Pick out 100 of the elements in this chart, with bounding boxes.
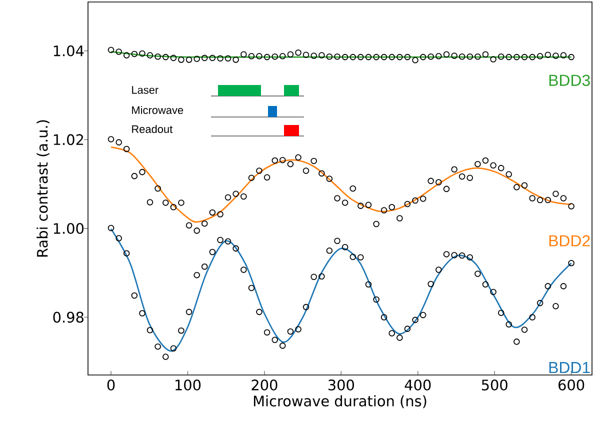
annotation: Laser (132, 86, 158, 94)
point (544, 283, 552, 290)
point (209, 54, 216, 62)
point (428, 178, 434, 184)
point (318, 273, 325, 280)
point (443, 251, 450, 258)
point (466, 174, 474, 181)
point (232, 190, 239, 197)
point (458, 252, 466, 259)
point (232, 245, 239, 252)
point (552, 190, 559, 197)
point (139, 50, 146, 57)
point (396, 334, 403, 341)
point (365, 202, 372, 208)
point (474, 270, 481, 277)
point (560, 52, 567, 58)
point (334, 53, 340, 60)
point (334, 238, 340, 244)
point (420, 312, 426, 318)
point (358, 254, 364, 260)
point (217, 211, 224, 218)
point (279, 342, 286, 349)
point (154, 53, 161, 60)
point (279, 53, 286, 60)
point (194, 56, 200, 62)
point (123, 146, 130, 152)
point (116, 139, 122, 146)
point (514, 54, 520, 60)
point (209, 248, 216, 256)
point (154, 185, 161, 192)
point (536, 196, 544, 204)
point (428, 53, 434, 60)
point (521, 54, 528, 60)
point (272, 157, 278, 164)
point (420, 196, 426, 202)
point (139, 168, 146, 176)
point (365, 281, 372, 288)
point (350, 254, 356, 260)
point (224, 238, 232, 244)
point (295, 154, 302, 161)
x-tick-label: 400 (404, 380, 431, 390)
y-tick-label: 1.04 (54, 45, 84, 56)
point (302, 304, 310, 310)
point (209, 209, 216, 216)
point (521, 182, 528, 189)
point (490, 288, 496, 296)
point (310, 158, 317, 164)
point (436, 266, 442, 273)
point (302, 168, 310, 174)
point (474, 160, 481, 168)
point (466, 53, 474, 60)
point (388, 330, 396, 336)
point (334, 195, 340, 202)
point (536, 300, 544, 306)
point (248, 284, 255, 292)
point (108, 224, 114, 232)
point (201, 54, 208, 62)
point (279, 156, 286, 164)
point (302, 52, 310, 58)
point (240, 266, 247, 273)
point (506, 54, 512, 60)
y-tick-label: 0.98 (53, 312, 84, 323)
point (178, 56, 184, 63)
point (170, 204, 177, 210)
point (162, 354, 169, 360)
point (380, 54, 388, 60)
point (404, 54, 411, 60)
x-tick-label: 500 (482, 380, 508, 390)
point (412, 316, 418, 324)
point (154, 343, 161, 350)
point (466, 254, 474, 260)
point (131, 292, 138, 299)
x-tick-label: 200 (252, 380, 278, 390)
point (514, 338, 520, 345)
point (552, 303, 559, 310)
point (443, 186, 450, 192)
point (224, 55, 232, 62)
point (108, 136, 114, 142)
point (482, 281, 489, 288)
point (162, 200, 169, 206)
point (264, 54, 270, 60)
point (568, 54, 574, 60)
point (451, 166, 458, 173)
point (506, 171, 512, 178)
point (560, 195, 567, 202)
point (506, 321, 512, 328)
point (310, 52, 317, 59)
point (186, 222, 192, 228)
text: BDD2 (549, 235, 590, 246)
point (146, 199, 154, 206)
point (264, 174, 270, 181)
point (178, 327, 184, 334)
point (342, 200, 348, 206)
point (318, 52, 325, 58)
point (108, 46, 114, 54)
point (396, 215, 403, 222)
point (272, 53, 278, 60)
point (420, 54, 426, 60)
point (240, 193, 247, 200)
point (358, 202, 364, 209)
